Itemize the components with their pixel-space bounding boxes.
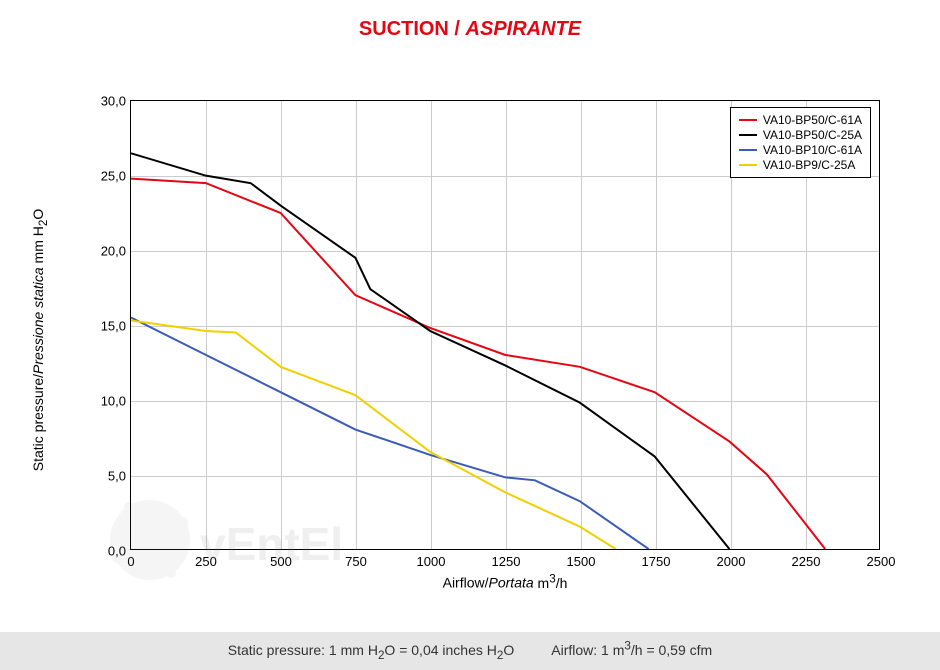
legend-label: VA10-BP9/C-25A [763, 158, 856, 172]
y-tick-label: 10,0 [101, 394, 126, 409]
x-tick-label: 250 [195, 554, 217, 569]
legend-item: VA10-BP50/C-25A [739, 128, 862, 142]
y-tick-label: 0,0 [108, 544, 126, 559]
legend-item: VA10-BP10/C-61A [739, 143, 862, 157]
series-line [131, 153, 729, 549]
series-line [131, 179, 825, 549]
legend-swatch [739, 164, 757, 166]
legend-item: VA10-BP50/C-61A [739, 113, 862, 127]
legend-swatch [739, 134, 757, 136]
title-plain: SUCTION / [359, 18, 466, 40]
x-tick-label: 0 [127, 554, 134, 569]
x-tick-label: 1000 [417, 554, 446, 569]
footer-left: Static pressure: 1 mm H2O = 0,04 inches … [228, 642, 514, 658]
legend-label: VA10-BP50/C-25A [763, 128, 862, 142]
y-tick-label: 30,0 [101, 94, 126, 109]
footer-right: Airflow: 1 m3/h = 0,59 cfm [551, 642, 712, 658]
y-tick-label: 15,0 [101, 319, 126, 334]
legend-label: VA10-BP10/C-61A [763, 143, 862, 157]
x-tick-label: 2250 [792, 554, 821, 569]
title-italic: ASPIRANTE [466, 18, 582, 40]
x-unit: m3/h [534, 575, 568, 591]
chart-area: Static pressure/Pressione statica mm H2O… [80, 100, 890, 580]
legend-swatch [739, 119, 757, 121]
legend: VA10-BP50/C-61AVA10-BP50/C-25AVA10-BP10/… [730, 107, 871, 178]
legend-swatch [739, 149, 757, 151]
legend-item: VA10-BP9/C-25A [739, 158, 862, 172]
x-tick-label: 1750 [642, 554, 671, 569]
x-tick-label: 2500 [867, 554, 896, 569]
chart-title: SUCTION / ASPIRANTE [0, 0, 940, 51]
y-unit: mm H2O [30, 209, 46, 268]
series-line [131, 318, 649, 549]
y-tick-label: 25,0 [101, 169, 126, 184]
x-tick-label: 750 [345, 554, 367, 569]
y-tick-label: 20,0 [101, 244, 126, 259]
x-tick-label: 500 [270, 554, 292, 569]
y-axis-label: Static pressure/Pressione statica mm H2O [30, 209, 50, 471]
legend-label: VA10-BP50/C-61A [763, 113, 862, 127]
x-tick-label: 1250 [492, 554, 521, 569]
x-tick-label: 1500 [567, 554, 596, 569]
x-axis-label: Airflow/Portata m3/h [443, 572, 568, 591]
footer-bar: Static pressure: 1 mm H2O = 0,04 inches … [0, 632, 940, 670]
chart-container: SUCTION / ASPIRANTE Static pressure/Pres… [0, 0, 940, 670]
x-tick-label: 2000 [717, 554, 746, 569]
plot-area: VA10-BP50/C-61AVA10-BP50/C-25AVA10-BP10/… [130, 100, 880, 550]
y-tick-label: 5,0 [108, 469, 126, 484]
